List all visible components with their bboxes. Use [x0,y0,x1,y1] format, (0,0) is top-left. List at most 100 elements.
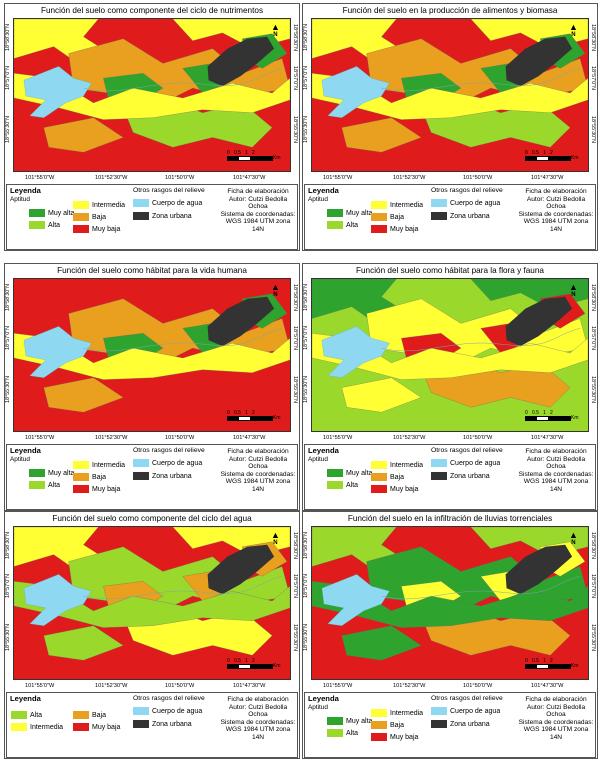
map-legend: Leyenda Alta Intermedia Baja Muy baja Otros r… [6,692,298,758]
latitude-label: 18°58'30"N [590,532,596,559]
latitude-label: 18°57'0"N [292,574,298,598]
legend-item-urban: Zona urbana [133,212,192,220]
legend-subtitle: Aptitud [10,196,30,203]
map-title: Función del suelo como componente del ci… [40,6,264,15]
legend-item-baja: Baja [73,473,106,481]
map-legend: Leyenda Aptitud Muy alta Alta Intermedia Baja… [304,184,596,250]
map-legend: Leyenda Aptitud Muy alta Alta Intermedia Baja… [304,692,596,758]
map-title: Función del suelo como componente del ci… [52,514,252,523]
map-credits: Ficha de elaboración Autor: Cutzi Bedolla… [220,188,296,233]
map-title: Función del suelo como hábitat para la v… [57,266,247,275]
map-panel: Función del suelo como hábitat para la v… [4,263,300,511]
water-body [321,326,390,378]
longitude-label: 101°47'30"W [233,175,266,181]
latitude-label: 18°57'0"N [303,66,309,90]
map-zone-intermedia [14,333,290,380]
legend-item-intermedia: Intermedia [73,201,125,209]
legend-item-baja: Baja [371,721,404,729]
urban-zone [207,36,275,87]
latitude-label: 18°57'0"N [590,66,596,90]
map-title: Función del suelo en la infiltración de … [347,514,553,523]
longitude-label: 101°47'30"W [233,683,266,689]
legend-item-urban: Zona urbana [133,472,192,480]
latitude-label: 18°55'30"N [590,376,596,403]
map-panel: Función del suelo en la infiltración de … [302,511,598,759]
north-arrow-icon: ▲ N [569,282,578,298]
map-frame [13,278,291,432]
legend-title: Leyenda [10,694,41,703]
scale-bar: 0 0.5 1 2 Km [525,150,579,161]
latitude-label: 18°55'30"N [303,376,309,403]
legend-item-muy-alta: Muy alta [29,469,74,477]
latitude-label: 18°57'0"N [5,326,11,350]
map-panel: Función del suelo como componente del ci… [4,511,300,759]
latitude-label: 18°55'30"N [590,116,596,143]
longitude-label: 101°52'30"W [393,175,426,181]
legend-other-features: Otros rasgos del relieve [431,447,503,454]
legend-item-alta: Alta [29,481,60,489]
legend-item-muy-alta: Muy alta [327,717,372,725]
longitude-label: 101°55'0"W [25,175,55,181]
legend-item-intermedia: Intermedia [371,709,423,717]
legend-item-muy-baja: Muy baja [73,225,120,233]
longitude-label: 101°50'0"W [165,435,195,441]
legend-item-intermedia: Intermedia [371,461,423,469]
latitude-label: 18°55'30"N [303,116,309,143]
latitude-label: 18°57'0"N [590,326,596,350]
longitude-label: 101°55'0"W [25,683,55,689]
scale-bar: 0 0.5 1 2 Km [227,150,281,161]
river-line [83,576,283,600]
latitude-label: 18°57'0"N [292,326,298,350]
longitude-label: 101°52'30"W [95,683,128,689]
latitude-label: 18°57'0"N [292,66,298,90]
map-zone-intermedia [312,73,588,120]
legend-item-muy-alta: Muy alta [327,209,372,217]
map-credits: Ficha de elaboración Autor: Cutzi Bedolla… [220,696,296,741]
legend-title: Leyenda [10,446,41,455]
longitude-label: 101°52'30"W [95,435,128,441]
legend-other-features: Otros rasgos del relieve [431,695,503,702]
map-credits: Ficha de elaboración Autor: Cutzi Bedolla… [220,448,296,493]
legend-title: Leyenda [308,186,339,195]
longitude-label: 101°55'0"W [323,175,353,181]
latitude-label: 18°55'30"N [292,116,298,143]
legend-item-alta: Alta [11,711,42,719]
water-body [321,574,390,626]
river-line [83,328,283,352]
longitude-label: 101°55'0"W [25,435,55,441]
legend-title: Leyenda [308,446,339,455]
legend-item-muy-baja: Muy baja [371,225,418,233]
longitude-label: 101°52'30"W [95,175,128,181]
legend-item-muy-alta: Muy alta [29,209,74,217]
urban-zone [505,296,573,347]
map-zone-muy-alta [312,581,588,628]
legend-other-features: Otros rasgos del relieve [133,447,205,454]
latitude-label: 18°55'30"N [5,624,11,651]
legend-item-baja: Baja [73,213,106,221]
latitude-label: 18°57'0"N [5,66,11,90]
legend-item-alta: Alta [327,729,358,737]
water-body [23,326,92,378]
longitude-label: 101°55'0"W [323,683,353,689]
map-zone-intermedia [312,333,588,380]
legend-title: Leyenda [308,694,339,703]
map-frame [13,526,291,680]
river-line [381,328,581,352]
urban-zone [207,296,275,347]
water-body [23,66,92,118]
latitude-label: 18°57'0"N [5,574,11,598]
legend-item-baja: Baja [73,711,106,719]
map-title: Función del suelo como hábitat para la f… [356,266,544,275]
map-legend: Leyenda Aptitud Muy alta Alta Intermedia Baja… [6,184,298,250]
legend-item-intermedia: Intermedia [73,461,125,469]
latitude-label: 18°58'30"N [5,284,11,311]
latitude-label: 18°55'30"N [303,624,309,651]
latitude-label: 18°55'30"N [292,376,298,403]
latitude-label: 18°58'30"N [303,284,309,311]
urban-zone [505,36,573,87]
north-arrow-icon: ▲ N [569,22,578,38]
map-credits: Ficha de elaboración Autor: Cutzi Bedolla… [518,696,594,741]
legend-item-baja: Baja [371,473,404,481]
legend-item-baja: Baja [371,213,404,221]
latitude-label: 18°58'30"N [5,532,11,559]
